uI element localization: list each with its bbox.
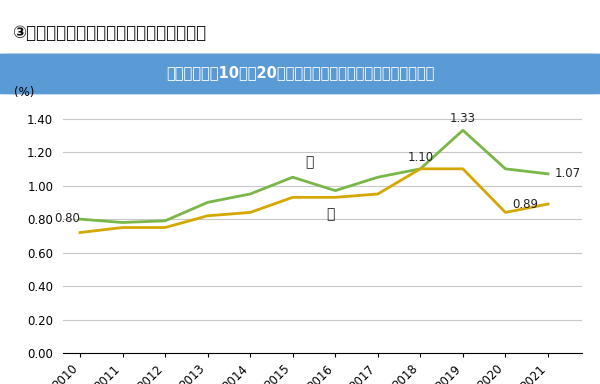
Text: ③地域におけるジェンダーギャップの解消: ③地域におけるジェンダーギャップの解消 bbox=[12, 25, 206, 42]
Text: 1.10: 1.10 bbox=[407, 151, 434, 164]
Text: (%): (%) bbox=[14, 86, 34, 99]
Text: 1.07: 1.07 bbox=[554, 167, 580, 180]
Text: 男: 男 bbox=[327, 207, 335, 222]
Text: 1.33: 1.33 bbox=[450, 112, 476, 125]
Text: 0.80: 0.80 bbox=[54, 212, 80, 225]
Text: 地域における10代～20代女性の人口に対する転出超過数の割合: 地域における10代～20代女性の人口に対する転出超過数の割合 bbox=[166, 66, 434, 81]
FancyBboxPatch shape bbox=[0, 54, 600, 94]
Text: 女: 女 bbox=[305, 155, 314, 169]
Text: 0.89: 0.89 bbox=[512, 197, 538, 210]
